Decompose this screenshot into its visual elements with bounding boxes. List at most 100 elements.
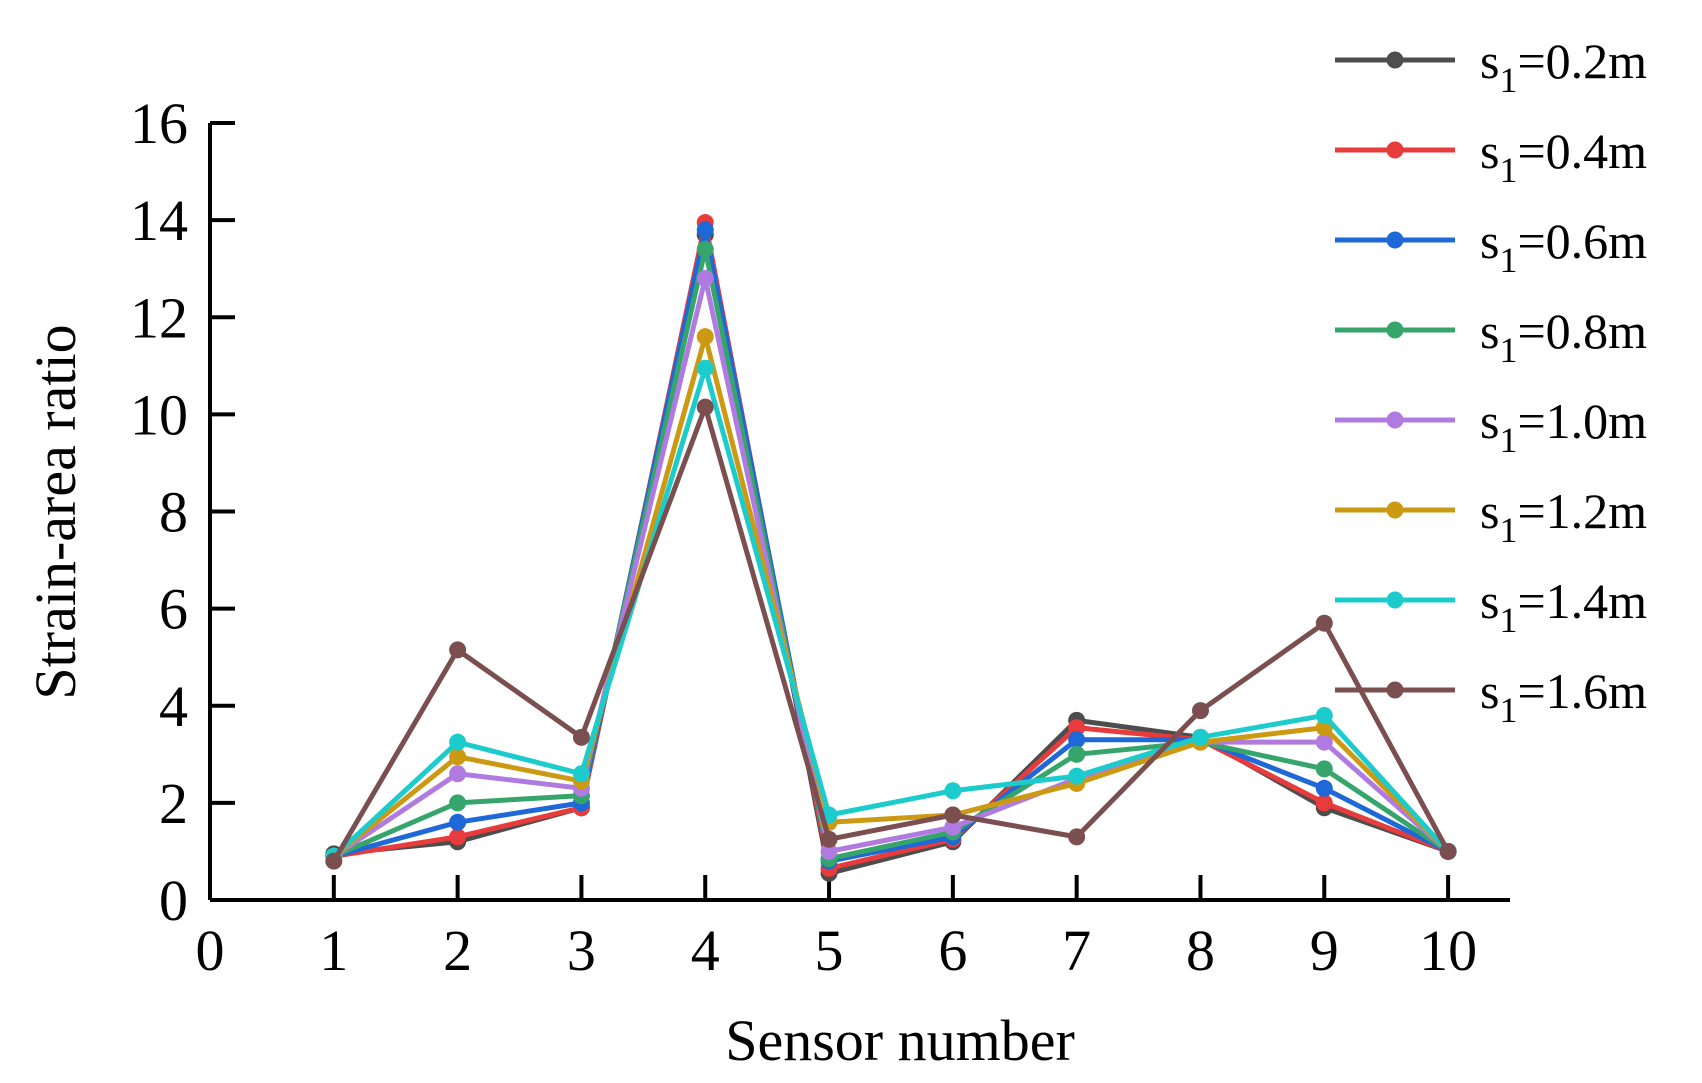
- data-point: [1068, 828, 1086, 846]
- series-line: [332, 275, 1450, 859]
- data-point: [1315, 706, 1333, 724]
- y-axis-title: Strain-area ratio: [23, 324, 88, 699]
- legend-label: s1=1.0m: [1480, 393, 1647, 460]
- y-tick-label: 10: [130, 382, 188, 447]
- data-point: [325, 852, 343, 870]
- legend-label-subscript: 1: [1499, 330, 1517, 370]
- y-tick-label: 0: [159, 868, 188, 933]
- series-3: [325, 221, 1457, 870]
- legend-label-subscript: 1: [1499, 240, 1517, 280]
- legend-label-suffix: =0.2m: [1517, 33, 1647, 89]
- legend-label-prefix: s: [1480, 33, 1499, 89]
- x-tick-label: 9: [1310, 918, 1339, 983]
- legend-item: s1=0.8m: [1335, 303, 1647, 370]
- legend-label-prefix: s: [1480, 483, 1499, 539]
- legend-swatch-marker: [1386, 591, 1404, 609]
- legend-label-prefix: s: [1480, 573, 1499, 629]
- data-point: [449, 748, 467, 766]
- legend-label-prefix: s: [1480, 393, 1499, 449]
- legend-label-subscript: 1: [1499, 60, 1517, 100]
- data-point: [696, 328, 714, 346]
- x-tick-label: 7: [1062, 918, 1091, 983]
- data-point: [1315, 794, 1333, 812]
- legend: s1=0.2ms1=0.4ms1=0.6ms1=0.8ms1=1.0ms1=1.…: [1335, 33, 1647, 730]
- data-point: [1439, 842, 1457, 860]
- legend-item: s1=1.0m: [1335, 393, 1647, 460]
- data-point: [1068, 745, 1086, 763]
- x-tick-label: 1: [319, 918, 348, 983]
- x-ticks: 0 1 2 3 4 5 6 7 8 9 10: [196, 875, 1477, 983]
- data-point: [696, 221, 714, 239]
- legend-swatch-marker: [1386, 51, 1404, 69]
- y-tick-label: 12: [130, 285, 188, 350]
- y-tick-label: 4: [159, 674, 188, 739]
- legend-item: s1=1.6m: [1335, 663, 1647, 730]
- legend-item: s1=0.6m: [1335, 213, 1647, 280]
- data-point: [449, 733, 467, 751]
- data-point: [1315, 733, 1333, 751]
- x-tick-label: 5: [815, 918, 844, 983]
- data-point: [1315, 760, 1333, 778]
- legend-label-prefix: s: [1480, 123, 1499, 179]
- legend-label-prefix: s: [1480, 213, 1499, 269]
- legend-label: s1=0.4m: [1480, 123, 1647, 190]
- x-tick-label: 6: [938, 918, 967, 983]
- data-point: [944, 818, 962, 836]
- legend-label: s1=0.2m: [1480, 33, 1647, 100]
- data-point: [696, 240, 714, 258]
- legend-label: s1=1.2m: [1480, 483, 1647, 550]
- series-line: [332, 246, 1450, 862]
- data-point: [449, 765, 467, 783]
- data-point: [1068, 719, 1086, 737]
- legend-label-suffix: =1.4m: [1517, 573, 1647, 629]
- x-tick-label: 4: [691, 918, 720, 983]
- legend-label: s1=1.6m: [1480, 663, 1647, 730]
- legend-swatch-marker: [1386, 321, 1404, 339]
- data-point: [820, 842, 838, 860]
- legend-swatch-marker: [1386, 681, 1404, 699]
- data-point: [820, 830, 838, 848]
- series-line: [331, 404, 1451, 863]
- data-point: [449, 828, 467, 846]
- legend-label-suffix: =0.8m: [1517, 303, 1647, 359]
- legend-item: s1=0.4m: [1335, 123, 1647, 190]
- legend-swatch-marker: [1386, 411, 1404, 429]
- x-tick-label: 8: [1186, 918, 1215, 983]
- data-point: [1315, 779, 1333, 797]
- series-line: [332, 334, 1450, 859]
- legend-item: s1=1.4m: [1335, 573, 1647, 640]
- legend-swatch-marker: [1386, 141, 1404, 159]
- legend-item: s1=0.2m: [1335, 33, 1647, 100]
- data-point: [449, 641, 467, 659]
- x-axis-title: Sensor number: [725, 1008, 1075, 1073]
- series-8: [325, 398, 1457, 870]
- data-point: [1068, 767, 1086, 785]
- data-point: [696, 269, 714, 287]
- data-point: [1068, 731, 1086, 749]
- data-point: [449, 813, 467, 831]
- data-point: [944, 806, 962, 824]
- legend-swatch-marker: [1386, 231, 1404, 249]
- legend-label-suffix: =0.6m: [1517, 213, 1647, 269]
- legend-label-suffix: =0.4m: [1517, 123, 1647, 179]
- legend-label-subscript: 1: [1499, 510, 1517, 550]
- data-point: [572, 765, 590, 783]
- legend-label-subscript: 1: [1499, 150, 1517, 190]
- legend-label-prefix: s: [1480, 303, 1499, 359]
- series-line: [333, 227, 1450, 864]
- data-point: [572, 728, 590, 746]
- y-tick-label: 2: [159, 771, 188, 836]
- legend-swatch-marker: [1386, 501, 1404, 519]
- legend-label-subscript: 1: [1499, 690, 1517, 730]
- data-point: [449, 794, 467, 812]
- legend-label-subscript: 1: [1499, 420, 1517, 460]
- data-point: [944, 782, 962, 800]
- data-point: [1315, 614, 1333, 632]
- data-point: [696, 359, 714, 377]
- legend-label-suffix: =1.2m: [1517, 483, 1647, 539]
- legend-label: s1=1.4m: [1480, 573, 1647, 640]
- data-point: [696, 398, 714, 416]
- x-tick-label: 3: [567, 918, 596, 983]
